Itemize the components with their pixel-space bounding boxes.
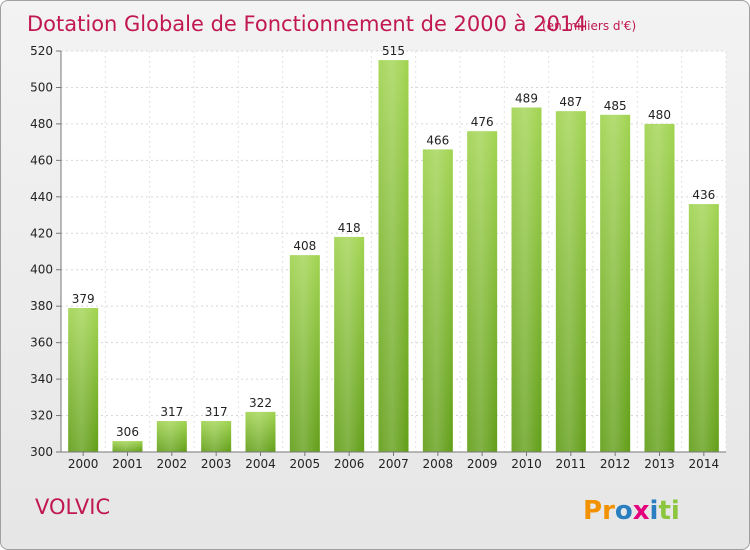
logo-letter: r <box>602 496 615 526</box>
x-tick-label: 2013 <box>644 457 675 471</box>
y-tick-label: 320 <box>30 409 53 423</box>
logo-letter: t <box>658 496 670 526</box>
bar-highlight <box>245 411 276 452</box>
x-tick-label: 2001 <box>112 457 143 471</box>
y-tick-label: 340 <box>30 372 53 386</box>
x-tick-label: 2008 <box>423 457 454 471</box>
chart-title: Dotation Globale de Fonctionnement de 20… <box>27 12 587 36</box>
bar-highlight <box>422 149 453 452</box>
x-tick-label: 2007 <box>378 457 409 471</box>
bar-highlight <box>688 204 719 452</box>
x-tick-label: 2002 <box>157 457 188 471</box>
logo-letter: P <box>583 496 602 526</box>
bar-value-label: 379 <box>72 292 95 306</box>
bar-value-label: 408 <box>293 239 316 253</box>
bar-layer: 379 306 317 317 322 408 418 515 466 476 489 487 485 4… <box>68 44 719 453</box>
bar-highlight <box>511 107 542 452</box>
x-tick-label: 2006 <box>334 457 365 471</box>
logo-letter: i <box>671 496 680 526</box>
logo-letter: i <box>650 496 659 526</box>
bar-highlight <box>68 308 99 452</box>
bar-value-label: 436 <box>692 188 715 202</box>
bar-value-label: 317 <box>205 405 228 419</box>
bar-value-label: 480 <box>648 108 671 122</box>
bar-value-label: 515 <box>382 44 405 58</box>
bar-highlight <box>555 111 586 453</box>
logo-letter: x <box>633 496 650 526</box>
x-tick-label: 2009 <box>467 457 498 471</box>
bar-highlight <box>156 421 187 452</box>
bar-value-label: 466 <box>426 133 449 147</box>
bar-highlight <box>112 441 143 452</box>
x-tick-label: 2011 <box>556 457 587 471</box>
chart-subtitle: (en milliers d'€) <box>542 19 636 33</box>
y-tick-label: 460 <box>30 153 53 167</box>
bar-value-label: 306 <box>116 425 139 439</box>
y-tick-label: 360 <box>30 336 53 350</box>
bar-highlight <box>201 421 232 452</box>
y-tick-label: 480 <box>30 117 53 131</box>
bar-value-label: 489 <box>515 92 538 106</box>
x-tick-label: 2004 <box>245 457 276 471</box>
bar-highlight <box>289 255 320 452</box>
bar-value-label: 485 <box>604 99 627 113</box>
bar-value-label: 317 <box>160 405 183 419</box>
axis-layer: 300 320 340 360 380 400 420 440 460 480 500 520 2000… <box>30 44 726 471</box>
x-tick-label: 2003 <box>201 457 232 471</box>
bar-highlight <box>378 60 409 452</box>
x-tick-label: 2012 <box>600 457 631 471</box>
place-label: VOLVIC <box>35 495 110 519</box>
y-tick-label: 440 <box>30 190 53 204</box>
bar-highlight <box>600 114 631 452</box>
x-tick-label: 2014 <box>689 457 720 471</box>
proxiti-logo: Proxiti <box>583 496 680 526</box>
bar-value-label: 418 <box>338 221 361 235</box>
y-tick-label: 500 <box>30 80 53 94</box>
y-tick-label: 520 <box>30 44 53 58</box>
bar-value-label: 476 <box>471 115 494 129</box>
y-tick-label: 380 <box>30 299 53 313</box>
y-tick-label: 400 <box>30 263 53 277</box>
bar-highlight <box>334 236 365 452</box>
x-tick-label: 2010 <box>511 457 542 471</box>
x-tick-label: 2005 <box>290 457 321 471</box>
bar-highlight <box>644 123 675 452</box>
y-tick-label: 300 <box>30 445 53 459</box>
bar-value-label: 487 <box>559 95 582 109</box>
x-tick-label: 2000 <box>68 457 99 471</box>
bar-value-label: 322 <box>249 396 272 410</box>
logo-letter: o <box>615 496 633 526</box>
bar-highlight <box>467 131 498 452</box>
y-tick-label: 420 <box>30 226 53 240</box>
